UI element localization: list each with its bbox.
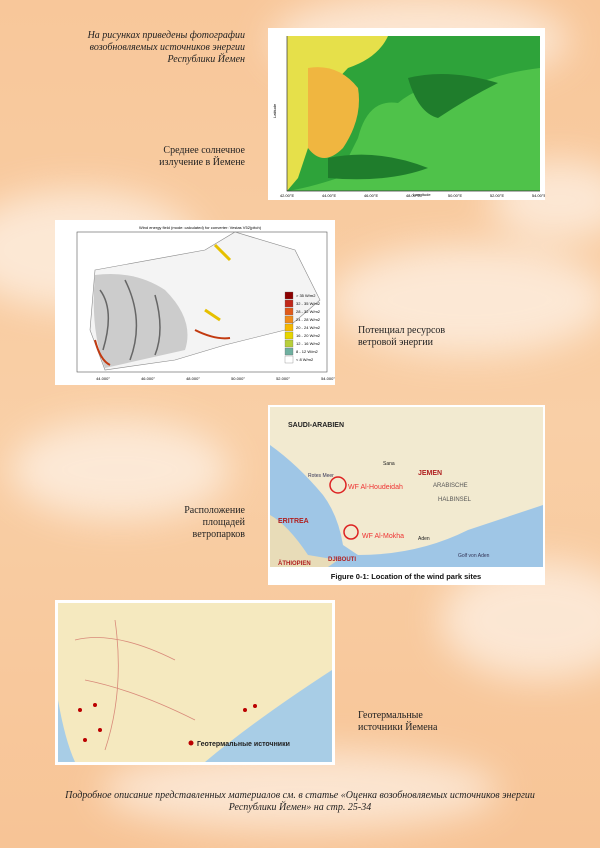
x-tick-label: 52.00°E <box>490 193 505 198</box>
geo-site <box>243 708 247 712</box>
figure-caption: Figure 0-1: Location of the wind park si… <box>331 572 481 581</box>
x-tick-label: 44.00°E <box>322 193 337 198</box>
caption-line: Геотермальные <box>358 710 423 721</box>
legend-swatch <box>284 339 294 348</box>
map-label: ARABISCHE <box>433 483 468 489</box>
solar-caption: Среднее солнечное излучение в Йемене <box>159 145 245 169</box>
footer-line: Республики Йемен» на стр. 25-34 <box>228 802 372 813</box>
legend-label: 24 - 28 W/m2 <box>296 317 321 322</box>
x-tick-label: 54.00°E <box>532 193 545 198</box>
caption-line: площадей <box>202 517 245 528</box>
geo-site <box>78 708 82 712</box>
y-axis-label: Latitude <box>272 103 277 118</box>
legend-label: > 35 W/m2 <box>296 293 316 298</box>
legend-label: 8 - 12 W/m2 <box>296 349 319 354</box>
intro-text: На рисунках приведены фотографии возобнов… <box>88 30 245 66</box>
site-marker <box>343 524 359 540</box>
geo-site <box>83 738 87 742</box>
legend-swatch <box>284 299 294 308</box>
geo-site <box>93 703 97 707</box>
intro-line: Республики Йемен <box>167 54 245 65</box>
geo-map: Геотермальные источники <box>55 600 335 765</box>
map-label: Golf von Aden <box>458 553 490 559</box>
footer-line: Подробное описание представленных матери… <box>65 790 535 801</box>
legend-swatch <box>284 291 294 300</box>
legend-swatch <box>284 307 294 316</box>
legend-label: 28 - 32 W/m2 <box>296 309 321 314</box>
parks-map: SAUDI-ARABIEN JEMEN ARABISCHE HALBINSEL Rote… <box>268 405 545 585</box>
caption-line: Среднее солнечное <box>163 145 245 156</box>
x-tick-label: 44.000° <box>96 376 110 381</box>
site-marker <box>329 476 347 494</box>
caption-line: Расположение <box>184 505 245 516</box>
x-tick-label: 52.000° <box>276 376 290 381</box>
x-tick-label: 46.000° <box>141 376 155 381</box>
site-label: WF Al-Houdeidah <box>348 484 403 491</box>
geo-caption: Геотермальные источники Йемена <box>358 710 437 734</box>
x-tick-label: 54.000° <box>321 376 335 381</box>
legend-label: 16 - 20 W/m2 <box>296 333 321 338</box>
caption-line: излучение в Йемене <box>159 157 245 168</box>
map-label: Rotes Meer <box>308 473 334 479</box>
legend-label: 12 - 16 W/m2 <box>296 341 321 346</box>
intro-line: возобновляемых источников энергии <box>89 42 245 53</box>
geo-legend-dot <box>188 740 194 746</box>
legend-swatch <box>284 331 294 340</box>
geo-legend: Геотермальные источники <box>197 741 290 748</box>
map-label: Sana <box>383 461 395 467</box>
wind-caption: Потенциал ресурсов ветровой энергии <box>358 325 445 349</box>
map-label: SAUDI-ARABIEN <box>288 422 344 429</box>
caption-line: Потенциал ресурсов <box>358 325 446 336</box>
x-tick-label: 50.00°E <box>448 193 463 198</box>
legend-label: 32 - 35 W/m2 <box>296 301 321 306</box>
legend-label: 20 - 24 W/m2 <box>296 325 321 330</box>
x-tick-label: 50.000° <box>231 376 245 381</box>
x-tick-label: 48.000° <box>186 376 200 381</box>
parks-caption: Расположение площадей ветропарков <box>184 505 245 541</box>
map-title: Wind energy field (mode: calculated) for… <box>139 225 262 230</box>
legend-swatch <box>284 323 294 332</box>
legend-label: < 8 W/m2 <box>296 357 314 362</box>
map-label: JEMEN <box>418 470 442 477</box>
geo-site <box>98 728 102 732</box>
x-tick-label: 42.00°E <box>280 193 295 198</box>
geo-site <box>253 704 257 708</box>
caption-line: источники Йемена <box>358 722 438 733</box>
x-axis-label: Longitude <box>413 192 431 197</box>
caption-line: ветровой энергии <box>358 337 433 348</box>
wind-map: Wind energy field (mode: calculated) for… <box>55 220 335 385</box>
solar-map: 42.00°E 44.00°E 46.00°E 48.00°E 50.00°E 52.00… <box>268 28 545 200</box>
x-tick-label: 46.00°E <box>364 193 379 198</box>
map-label: ÄTHIOPIEN <box>278 560 311 567</box>
map-label: DJIBOUTI <box>328 557 356 563</box>
legend-swatch <box>284 347 294 356</box>
footer-text: Подробное описание представленных матери… <box>0 790 600 814</box>
map-label: ERITREA <box>278 518 309 525</box>
x-tick-label: 48.00°E <box>406 193 421 198</box>
site-label: WF Al-Mokha <box>362 533 404 540</box>
map-label: HALBINSEL <box>438 497 472 503</box>
caption-line: ветропарков <box>192 529 245 540</box>
map-label: Aden <box>418 536 430 542</box>
legend-swatch <box>284 315 294 324</box>
legend-swatch <box>284 355 294 364</box>
intro-line: На рисунках приведены фотографии <box>87 30 245 41</box>
